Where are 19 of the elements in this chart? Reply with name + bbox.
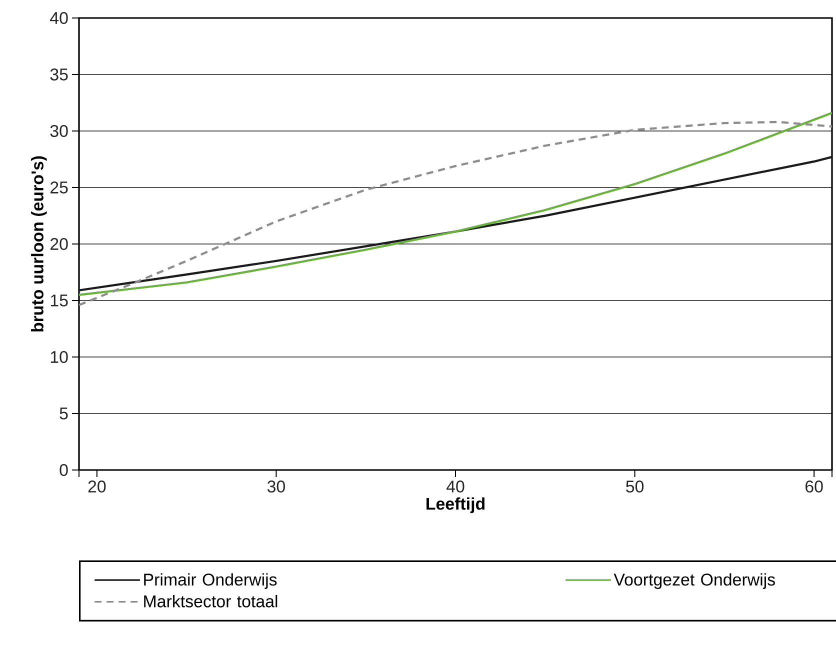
legend-label: Marktsector totaal <box>144 594 278 608</box>
x-tick-label: 30 <box>267 480 285 493</box>
y-tick-label: 5 <box>60 408 68 420</box>
y-tick-label: 25 <box>50 182 68 194</box>
x-tick-label: 20 <box>88 480 106 493</box>
x-tick-label: 50 <box>626 480 644 493</box>
y-tick-label: 40 <box>50 12 68 24</box>
x-tick-label: 60 <box>806 480 823 493</box>
x-axis-title: Leeftijd <box>426 497 485 514</box>
y-tick-label: 15 <box>50 294 68 306</box>
y-tick-label: 35 <box>50 68 68 80</box>
legend-label: Voortgezet Onderwijs <box>614 573 775 589</box>
y-tick-label: 10 <box>50 351 68 363</box>
y-tick-label: 30 <box>50 125 68 137</box>
y-tick-label: 0 <box>60 464 68 476</box>
x-tick-label: 40 <box>446 480 464 493</box>
y-axis-title: bruto uurloon (euro's) <box>31 156 47 332</box>
legend-label: Primair Onderwijs <box>144 573 277 589</box>
y-tick-label: 20 <box>50 238 68 250</box>
